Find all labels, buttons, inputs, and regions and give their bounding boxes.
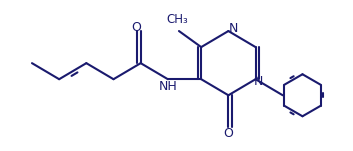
Text: N: N (253, 75, 263, 88)
Text: N: N (229, 22, 238, 35)
Text: NH: NH (158, 80, 177, 93)
Text: O: O (223, 127, 233, 140)
Text: CH₃: CH₃ (167, 13, 189, 26)
Text: O: O (131, 21, 141, 34)
